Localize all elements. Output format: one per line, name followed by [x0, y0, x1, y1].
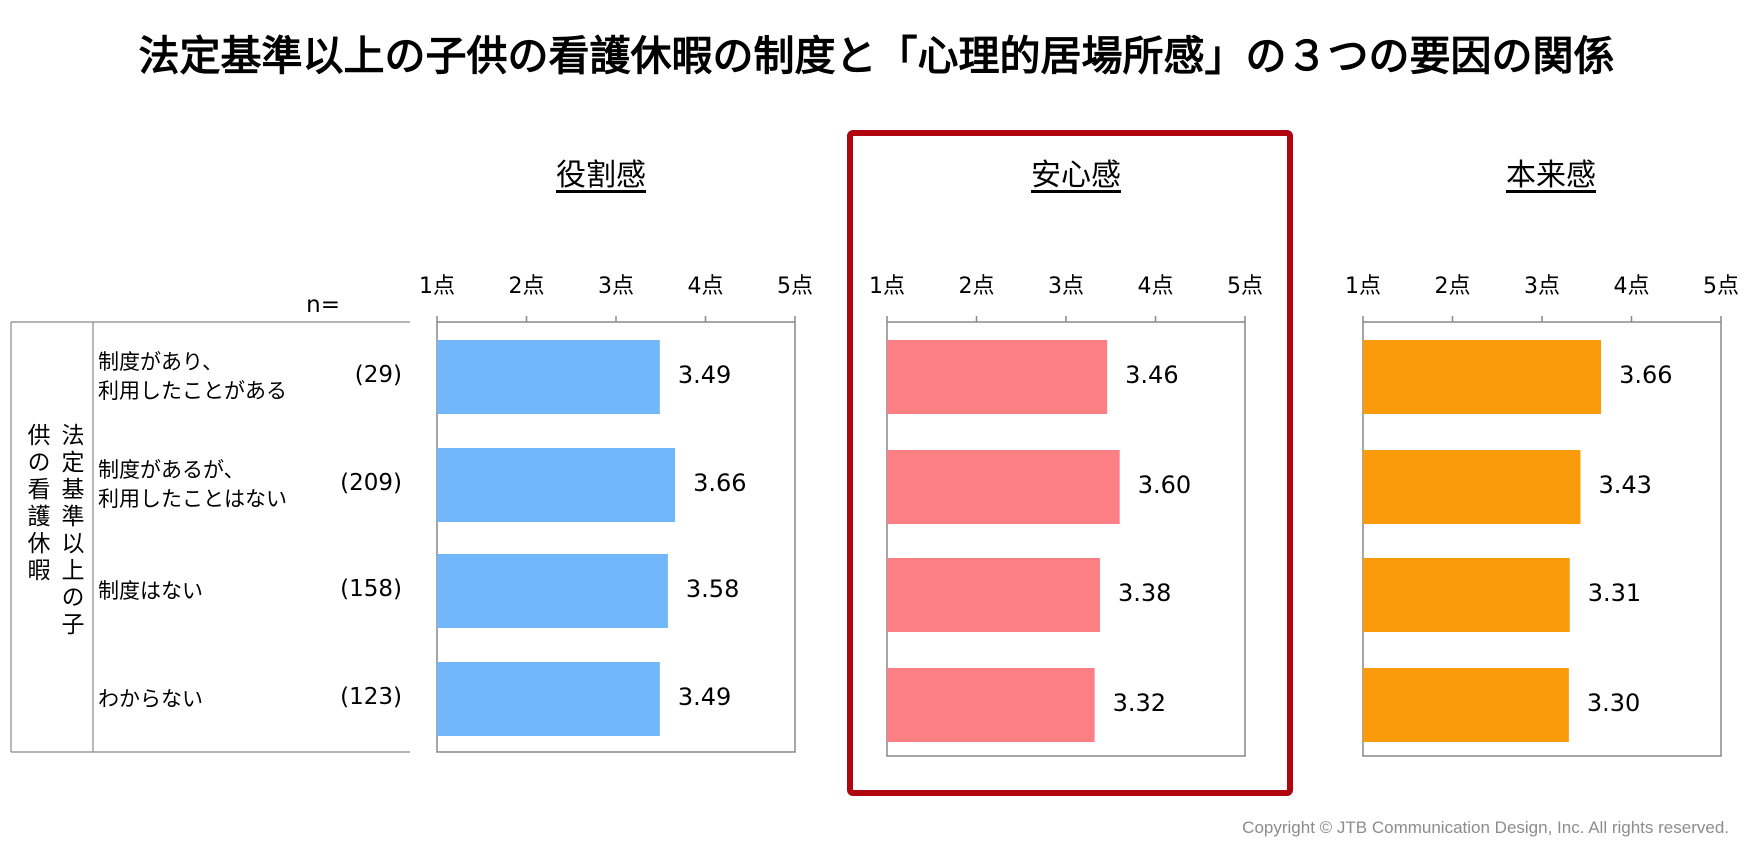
row-label-line: 利用したことがある [98, 379, 287, 403]
row-label-line: 制度があるが、 [98, 458, 245, 482]
row-label-1: 制度があり、利用したことがある [98, 348, 298, 406]
tick-label: 2点 [508, 274, 545, 299]
data-label: 3.38 [1118, 579, 1172, 607]
data-label: 3.49 [677, 683, 732, 711]
chart-title: 本来感 [1506, 158, 1596, 193]
bar [437, 448, 676, 522]
row-n-4: (123) [340, 684, 402, 710]
data-label: 3.32 [1112, 689, 1167, 717]
bar [437, 662, 660, 736]
tick-label: 1点 [419, 274, 455, 299]
tick-label: 5点 [1227, 274, 1263, 299]
tick-label: 5点 [1703, 274, 1739, 299]
bar [887, 450, 1120, 524]
copyright-text: Copyright © JTB Communication Design, In… [1242, 818, 1729, 837]
bar [437, 340, 660, 414]
bar [437, 554, 668, 628]
data-label: 3.49 [677, 361, 732, 389]
group-label: 法定基準以上の子供の看護休暇 [23, 423, 83, 639]
tick-label: 2点 [1434, 274, 1471, 299]
n-header: n= [306, 292, 340, 318]
bar [887, 668, 1095, 742]
row-label-line: 制度があり、 [98, 350, 224, 374]
tick-label: 3点 [1048, 274, 1084, 299]
tick-label: 3点 [1524, 274, 1560, 299]
tick-label: 4点 [1613, 274, 1650, 299]
tick-label: 5点 [777, 274, 813, 299]
row-label-2: 制度があるが、利用したことはない [98, 456, 298, 514]
chart-1 [436, 316, 796, 753]
chart-3 [1362, 316, 1722, 757]
tick-label: 2点 [958, 274, 995, 299]
row-n-3: (158) [340, 576, 402, 602]
data-label: 3.46 [1125, 361, 1179, 389]
data-label: 3.43 [1598, 471, 1652, 499]
row-label-3: 制度はない [98, 577, 298, 606]
row-n-1: (29) [354, 362, 402, 388]
data-label: 3.66 [693, 469, 747, 497]
row-label-4: わからない [98, 685, 298, 714]
row-n-2: (209) [340, 470, 402, 496]
row-label-line: 利用したことはない [98, 487, 287, 511]
data-label: 3.66 [1619, 361, 1673, 389]
chart-2 [886, 316, 1246, 757]
highlight-frame [847, 130, 1293, 796]
tick-label: 1点 [869, 274, 905, 299]
data-label: 3.58 [685, 575, 740, 603]
chart-title: 役割感 [556, 158, 646, 193]
bar [887, 558, 1101, 632]
bar [1363, 668, 1569, 742]
page-title: 法定基準以上の子供の看護休暇の制度と「心理的居場所感」の３つの要因の関係 [138, 32, 1615, 80]
tick-label: 3点 [598, 274, 634, 299]
chart-title: 安心感 [1031, 158, 1121, 193]
row-label-line: 制度はない [98, 578, 203, 603]
tick-label: 4点 [687, 274, 724, 299]
bar [887, 340, 1108, 414]
data-label: 3.60 [1137, 471, 1192, 499]
bar [1363, 450, 1581, 524]
bar [1363, 558, 1570, 632]
data-label: 3.30 [1586, 689, 1641, 717]
tick-label: 4点 [1137, 274, 1174, 299]
data-label: 3.31 [1587, 579, 1642, 607]
row-label-line: わからない [98, 686, 203, 711]
bar [1363, 340, 1602, 414]
tick-label: 1点 [1345, 274, 1381, 299]
